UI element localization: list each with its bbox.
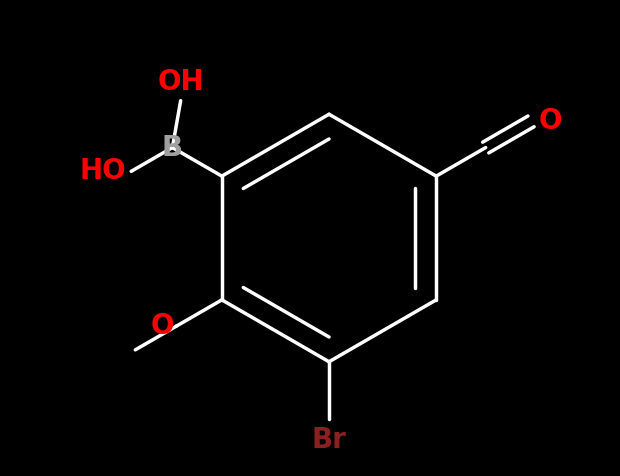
Text: B: B (162, 134, 183, 161)
Text: O: O (538, 108, 562, 135)
Text: Br: Br (312, 426, 347, 454)
Text: OH: OH (157, 68, 204, 96)
Text: HO: HO (80, 158, 126, 185)
Text: O: O (151, 312, 174, 340)
